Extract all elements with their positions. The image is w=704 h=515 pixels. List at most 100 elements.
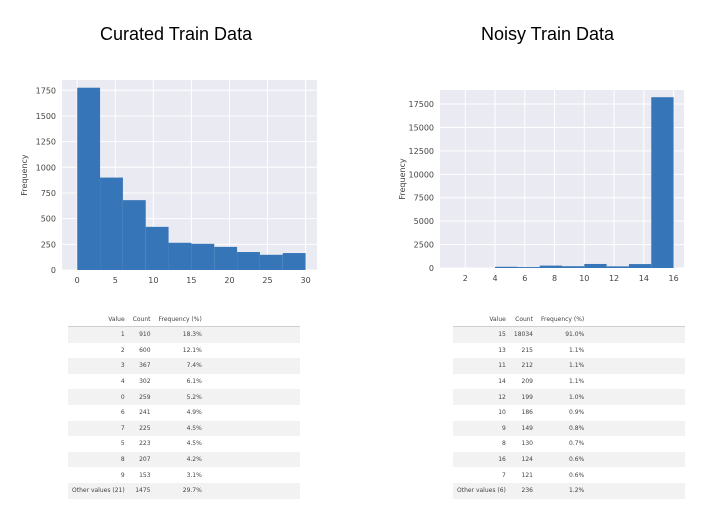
histogram-bar [259,254,283,270]
count-cell: 1475 [128,482,155,499]
y-axis-label: Frequency [20,154,29,196]
count-cell: 236 [509,482,537,499]
frequency-column-header: Frequency (%) [536,313,589,327]
y-tick-label: 7500 [414,194,434,203]
histogram-bar [100,177,123,270]
count-cell: 124 [509,451,537,468]
value-cell: 15 [453,326,510,343]
frequency-cell: 29.7% [154,482,206,499]
table-row: 5 223 4.5% [68,436,300,452]
value-cell: 0 [68,389,129,405]
x-tick-label: 8 [552,274,557,283]
count-cell: 130 [521,440,533,448]
table-row: 2 600 12.1% [68,343,300,359]
noisy-panel-title: Noisy Train Data [481,24,615,44]
value-cell: 7 [502,471,506,479]
count-cell: 207 [128,451,155,468]
histogram-bar [495,266,518,268]
x-tick-label: 25 [262,276,272,285]
frequency-cell: 0.6% [536,451,589,468]
spacer-cell [588,436,685,452]
x-tick-label: 4 [493,274,498,283]
y-axis-label: Frequency [398,158,407,200]
frequency-cell: 1.2% [536,482,589,499]
plot-background [62,80,317,270]
curated-frequency-table: Value Count Frequency (%) 1 910 18.3% 2 600 1… [68,313,300,499]
table-row: Other values (21) 1475 29.7% [68,482,300,499]
count-cell: 225 [128,420,155,437]
table-row: 1 910 18.3% [68,326,300,343]
frequency-cell: 0.6% [569,471,585,479]
spacer-cell [206,343,300,359]
count-cell: 149 [509,420,537,437]
value-cell: 6 [120,409,125,417]
table-row: 16 124 0.6% [453,451,685,468]
histogram-bar [282,253,306,270]
frequency-column-header: Frequency (%) [154,313,206,327]
value-cell: 3 [68,358,129,374]
frequency-cell: 4.5% [154,420,206,437]
frequency-cell: 12.1% [182,346,202,354]
x-tick-label: 20 [224,276,234,285]
x-tick-label: 14 [639,274,649,283]
table-row: 0 259 5.2% [68,389,300,405]
frequency-cell: 0.9% [569,409,585,417]
frequency-cell: 6.1% [186,378,202,386]
value-cell: 4 [120,378,125,386]
value-cell: 2 [120,346,125,354]
x-tick-label: 30 [300,276,310,285]
x-tick-label: 15 [186,276,196,285]
spacer-cell [206,405,300,421]
frequency-cell: 1.0% [536,389,589,405]
table-row: 7 225 4.5% [68,420,300,437]
y-tick-label: 0 [51,266,56,275]
count-cell: 259 [128,389,155,405]
frequency-cell: 1.1% [569,378,585,386]
table-row: 15 18034 91.0% [453,326,685,343]
histogram-bar [562,266,585,268]
y-tick-label: 2500 [414,241,434,250]
value-cell: 11 [453,358,510,374]
table-header-row: Value Count Frequency (%) [68,313,300,327]
histogram-bar [77,87,101,271]
y-tick-label: 1250 [36,138,56,147]
frequency-cell: 1.1% [569,346,585,354]
count-column-header: Count [128,313,155,327]
table-row: 10 186 0.9% [453,405,685,421]
count-cell: 215 [521,346,533,354]
frequency-cell: 91.0% [536,326,589,343]
histogram-bar [168,242,192,270]
count-cell: 910 [128,326,155,343]
value-cell: 9 [453,420,510,437]
spacer-cell [588,420,685,437]
frequency-cell: 0.8% [536,420,589,437]
frequency-cell: 7.4% [154,358,206,374]
spacer-cell [205,326,300,343]
spacer-cell [205,420,300,437]
table-row: 3 367 7.4% [68,358,300,374]
count-cell: 223 [139,440,151,448]
y-tick-label: 250 [41,240,56,249]
table-row: 13 215 1.1% [453,343,685,359]
table-row: 8 207 4.2% [68,451,300,468]
y-tick-label: 1000 [36,163,56,172]
count-cell: 199 [509,389,537,405]
value-cell: 9 [120,471,125,479]
value-cell: 1 [68,326,129,343]
curated-panel-title: Curated Train Data [100,24,253,44]
spacer-cell [206,436,300,452]
spacer-cell [205,358,300,374]
table-row: 9 153 3.1% [68,467,300,483]
table-row: 6 241 4.9% [68,405,300,421]
value-column-header: Value [453,313,510,327]
frequency-cell: 4.9% [186,409,202,417]
y-tick-label: 5000 [414,217,434,226]
frequency-cell: 4.2% [154,451,206,468]
table-row: Other values (6) 236 1.2% [453,482,685,499]
value-cell: 14 [498,378,506,386]
histogram-bar [122,200,146,270]
value-cell: 13 [498,346,506,354]
table-row: 4 302 6.1% [68,374,300,390]
spacer-cell [205,482,300,499]
table-row: 12 199 1.0% [453,389,685,405]
